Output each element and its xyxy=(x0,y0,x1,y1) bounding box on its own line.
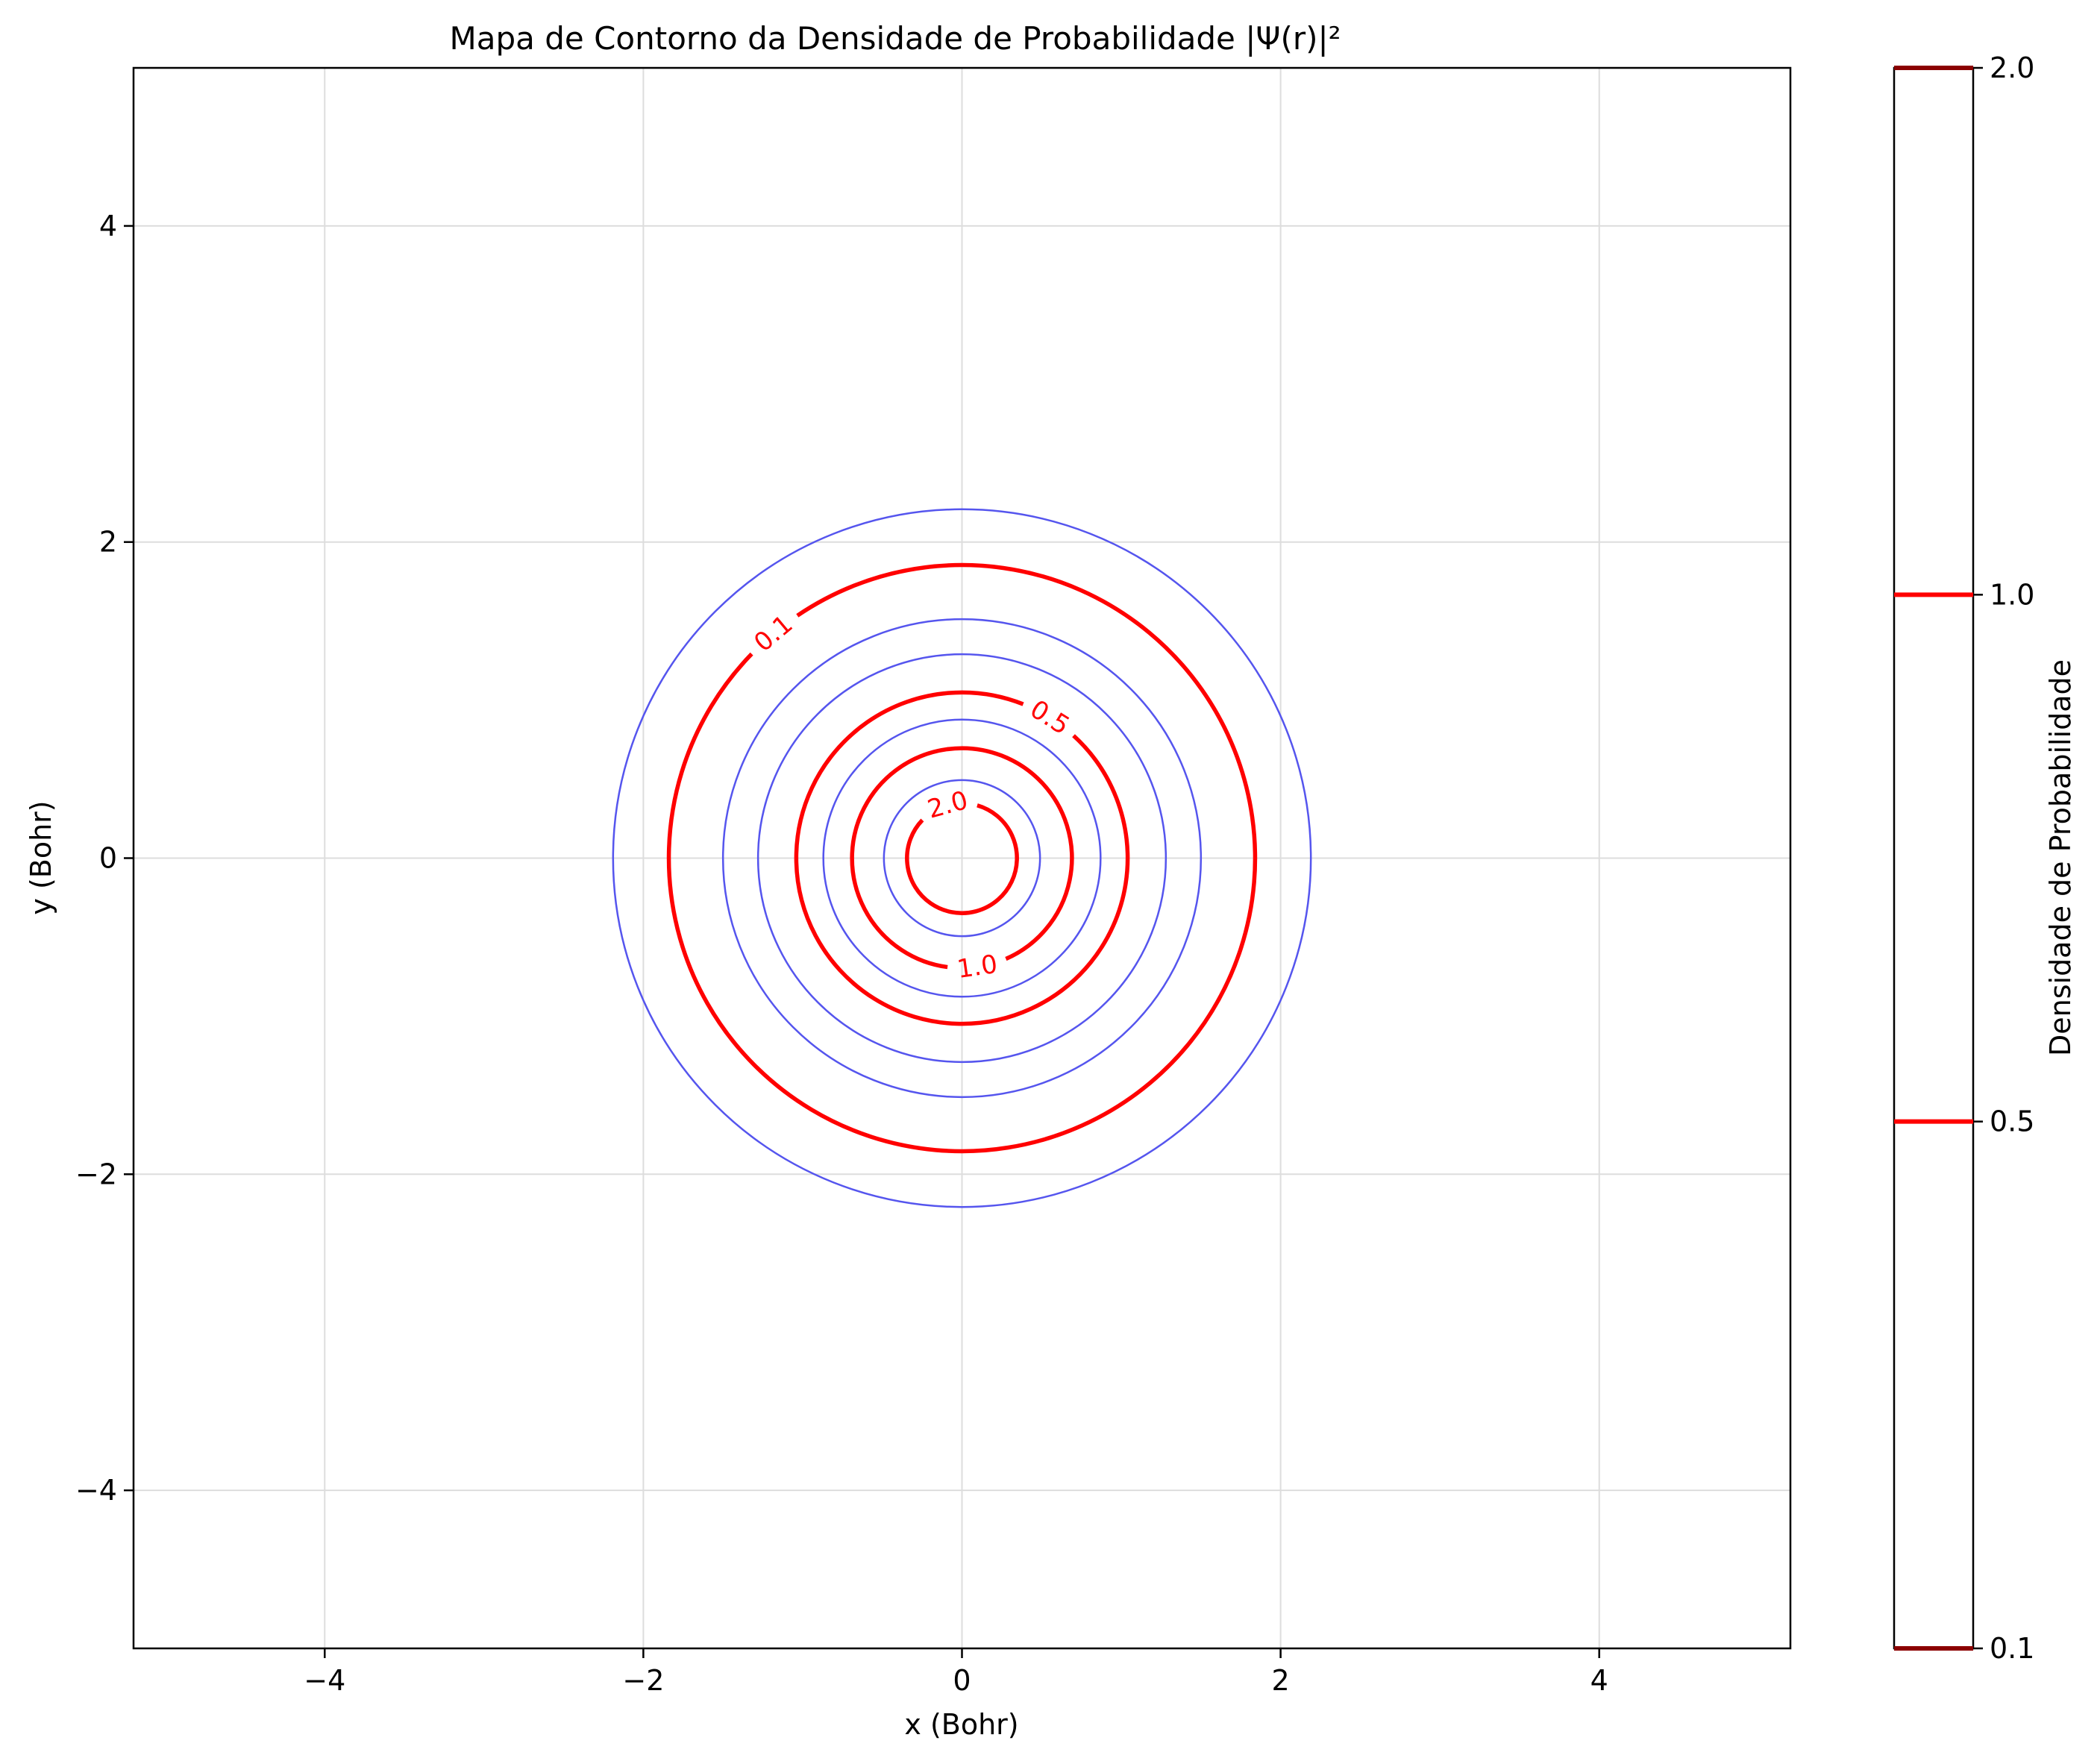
y-tick-label: −2 xyxy=(75,1158,117,1190)
y-tick-label: 2 xyxy=(99,526,117,559)
y-tick-label: −4 xyxy=(75,1474,117,1507)
x-tick-label: 4 xyxy=(1590,1664,1608,1697)
x-tick-label: 2 xyxy=(1272,1664,1290,1697)
contour-line-unlabeled xyxy=(721,618,1203,1099)
colorbar-label: Densidade de Probabilidade xyxy=(2044,659,2077,1056)
y-axis-label: y (Bohr) xyxy=(25,800,57,914)
colorbar-tick-label: 0.1 xyxy=(1990,1632,2034,1665)
contour-line-1.0 xyxy=(850,746,1074,970)
colorbar-tick-label: 0.5 xyxy=(1990,1105,2034,1138)
contour-line-unlabeled xyxy=(883,779,1041,938)
contour-line-0.1 xyxy=(666,562,1258,1154)
colorbar-tick-label: 1.0 xyxy=(1990,578,2034,611)
y-tick-label: 0 xyxy=(99,842,117,875)
contour-line-2.0 xyxy=(905,803,1019,915)
contour-labels: 0.1 0.5 1.0 2.0 xyxy=(748,609,1074,985)
axis-ticks: −4 −2 0 2 4 −4 −2 0 2 4 xyxy=(75,210,1608,1697)
x-tick-label: 0 xyxy=(953,1664,971,1697)
colorbar-frame xyxy=(1893,66,1975,1650)
colorbar: 0.1 0.5 1.0 2.0 xyxy=(1893,51,2034,1665)
contour-line-unlabeled xyxy=(612,508,1312,1208)
y-tick-label: 4 xyxy=(99,210,117,242)
contour-line-0.5 xyxy=(794,690,1130,1026)
contour-line-unlabeled xyxy=(822,718,1102,998)
contour-label-0.1: 0.1 xyxy=(748,609,798,658)
colorbar-tick-label: 2.0 xyxy=(1990,51,2034,84)
x-tick-label: −4 xyxy=(304,1664,345,1697)
x-tick-label: −2 xyxy=(622,1664,664,1697)
chart-title: Mapa de Contorno da Densidade de Probabi… xyxy=(450,20,1341,57)
x-axis-label: x (Bohr) xyxy=(904,1708,1018,1741)
contour-label-1.0: 1.0 xyxy=(955,950,999,985)
grid-lines xyxy=(134,68,1790,1648)
contour-label-0.5: 0.5 xyxy=(1025,694,1075,741)
contour-line-unlabeled xyxy=(756,653,1167,1064)
contour-label-2.0: 2.0 xyxy=(924,785,971,825)
contour-lines xyxy=(612,508,1312,1208)
